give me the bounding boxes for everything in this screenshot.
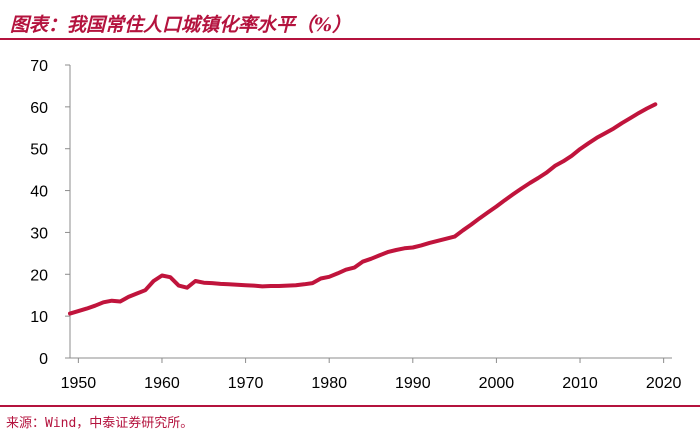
y-tick-label: 0: [39, 351, 48, 368]
x-tick-label: 1950: [61, 375, 97, 392]
chart-title: 图表：我国常住人口城镇化率水平（%）: [10, 14, 352, 36]
urbanization-rate-line: [68, 102, 658, 316]
x-tick-label: 1990: [395, 375, 431, 392]
y-tick-label: 50: [30, 142, 48, 159]
x-tick-label: 1960: [144, 375, 180, 392]
y-tick-label: 20: [30, 267, 48, 284]
y-tick-label: 40: [30, 184, 48, 201]
x-tick-label: 2010: [562, 375, 598, 392]
source-note: 来源：Wind，中泰证券研究所。: [6, 416, 194, 431]
x-tick-label: 2020: [646, 375, 682, 392]
x-tick-label: 1980: [311, 375, 347, 392]
y-tick-label: 70: [30, 58, 48, 75]
title-divider: [0, 38, 700, 40]
x-tick-label: 1970: [228, 375, 264, 392]
y-tick-label: 60: [30, 100, 48, 117]
x-tick-label: 2000: [479, 375, 515, 392]
urbanization-line-chart: 0 10 20 30 40 50 60 70 1950 1960 1970 1980 1990 2000 2…: [30, 58, 682, 392]
footer-divider: [0, 405, 700, 407]
y-tick-label: 10: [30, 309, 48, 326]
y-tick-label: 30: [30, 225, 48, 242]
